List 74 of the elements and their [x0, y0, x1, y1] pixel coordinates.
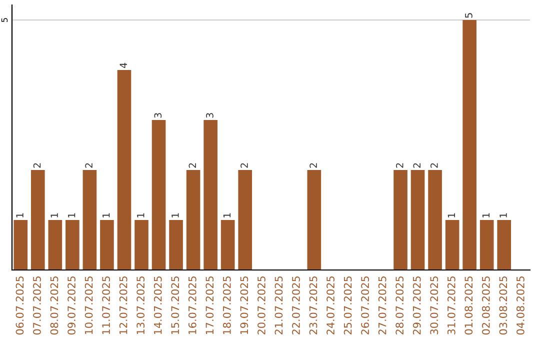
x-tick-label: 11.07.2025: [102, 276, 110, 334]
bar: [48, 220, 62, 270]
x-tick-label: 03.08.2025: [499, 276, 508, 335]
data-label: 2: [33, 163, 41, 168]
x-tick-label: 09.07.2025: [68, 276, 76, 335]
bar: [445, 220, 460, 270]
data-label: 2: [413, 163, 420, 168]
bar: [14, 220, 28, 270]
data-label: 1: [223, 213, 231, 218]
data-label: 2: [85, 163, 92, 168]
data-label: 1: [448, 213, 455, 218]
x-tick-label: 08.07.2025: [50, 276, 58, 335]
x-tick-label: 04.08.2025: [516, 276, 524, 335]
x-tick-label: 12.07.2025: [119, 276, 128, 334]
data-label: 1: [102, 213, 110, 218]
data-label: 1: [500, 213, 507, 218]
x-tick-label: 16.07.2025: [188, 276, 196, 334]
data-label: 2: [430, 163, 438, 168]
bar: [307, 170, 322, 270]
x-tick-label: 21.07.2025: [274, 276, 283, 334]
bar: [169, 220, 183, 270]
data-label: 1: [50, 213, 58, 218]
x-tick-label: 30.07.2025: [430, 276, 438, 334]
data-label: 1: [137, 213, 144, 218]
x-tick-label: 06.07.2025: [16, 276, 24, 335]
bar: [238, 170, 252, 270]
x-tick-label: 20.07.2025: [258, 276, 266, 334]
x-tick-label: 18.07.2025: [222, 276, 231, 334]
x-tick-label: 29.07.2025: [412, 276, 421, 334]
x-tick-label: 25.07.2025: [344, 276, 352, 334]
x-tick-label: 15.07.2025: [171, 276, 180, 334]
bar: [82, 170, 97, 270]
bar: [394, 170, 408, 270]
data-label: 1: [16, 213, 24, 218]
bar: [480, 220, 494, 270]
bar: [152, 120, 166, 270]
data-label: 4: [120, 62, 127, 68]
x-tick-label: 26.07.2025: [361, 276, 369, 334]
bar: [100, 220, 114, 270]
data-label: 5: [465, 13, 472, 18]
data-label: 1: [68, 213, 76, 218]
x-tick-label: 01.08.2025: [464, 276, 473, 335]
data-label: 1: [482, 213, 490, 218]
bar: [66, 220, 80, 270]
bar: [462, 20, 476, 270]
x-tick-label: 13.07.2025: [136, 276, 145, 334]
data-label: 2: [396, 163, 404, 168]
bar: [497, 220, 512, 270]
bar: [186, 170, 200, 270]
data-label: 2: [310, 163, 317, 168]
x-tick-label: 24.07.2025: [326, 276, 334, 334]
bar: [428, 170, 442, 270]
x-tick-label: 14.07.2025: [154, 276, 162, 334]
x-tick-label: 19.07.2025: [240, 276, 248, 334]
data-label: 3: [154, 113, 162, 118]
x-tick-label: 27.07.2025: [378, 276, 386, 334]
x-tick-label: 31.07.2025: [447, 276, 456, 334]
bar: [410, 170, 425, 270]
x-tick-label: 28.07.2025: [396, 276, 404, 334]
bar: [204, 120, 218, 270]
bar: [220, 220, 235, 270]
data-label: 1: [172, 213, 179, 218]
bar: [117, 70, 132, 270]
x-tick-label: 02.08.2025: [482, 276, 490, 335]
bar: [30, 170, 45, 270]
bar: [134, 220, 148, 270]
x-tick-label: 22.07.2025: [292, 276, 300, 334]
x-tick-label: 17.07.2025: [206, 276, 214, 334]
x-tick-label: 07.07.2025: [33, 276, 41, 335]
data-label: 2: [188, 163, 196, 168]
data-label: 3: [206, 113, 214, 118]
x-tick-label: 23.07.2025: [309, 276, 318, 334]
x-tick-label: 10.07.2025: [84, 276, 93, 334]
data-label: 2: [240, 163, 248, 168]
